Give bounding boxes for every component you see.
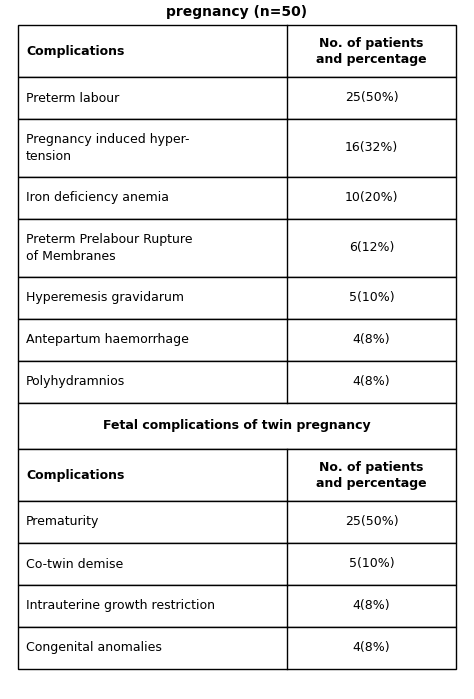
Text: 6(12%): 6(12%) xyxy=(349,241,394,254)
Text: Hyperemesis gravidarum: Hyperemesis gravidarum xyxy=(26,291,184,305)
Text: 10(20%): 10(20%) xyxy=(345,192,399,205)
Bar xyxy=(18,77,456,119)
Text: Co-twin demise: Co-twin demise xyxy=(26,558,123,570)
Bar xyxy=(18,403,456,449)
Bar xyxy=(18,177,456,219)
Text: No. of patients
and percentage: No. of patients and percentage xyxy=(316,461,427,489)
Text: No. of patients
and percentage: No. of patients and percentage xyxy=(316,36,427,66)
Text: 5(10%): 5(10%) xyxy=(349,558,394,570)
Text: Preterm Prelabour Rupture
of Membranes: Preterm Prelabour Rupture of Membranes xyxy=(26,233,192,263)
Text: Polyhydramnios: Polyhydramnios xyxy=(26,375,125,389)
Text: Congenital anomalies: Congenital anomalies xyxy=(26,642,162,654)
Bar xyxy=(18,501,456,543)
Text: 4(8%): 4(8%) xyxy=(353,600,391,612)
Text: Fetal complications of twin pregnancy: Fetal complications of twin pregnancy xyxy=(103,419,371,433)
Bar xyxy=(18,627,456,669)
Text: Intrauterine growth restriction: Intrauterine growth restriction xyxy=(26,600,215,612)
Bar xyxy=(18,219,456,277)
Bar xyxy=(18,543,456,585)
Bar xyxy=(18,449,456,501)
Text: 25(50%): 25(50%) xyxy=(345,92,399,104)
Bar xyxy=(18,277,456,319)
Text: Complications: Complications xyxy=(26,468,124,482)
Bar xyxy=(18,319,456,361)
Text: Complications: Complications xyxy=(26,45,124,57)
Text: 4(8%): 4(8%) xyxy=(353,333,391,347)
Text: 5(10%): 5(10%) xyxy=(349,291,394,305)
Text: pregnancy (n=50): pregnancy (n=50) xyxy=(166,5,308,19)
Bar xyxy=(18,25,456,77)
Text: Prematurity: Prematurity xyxy=(26,515,100,528)
Text: 25(50%): 25(50%) xyxy=(345,515,399,528)
Text: Preterm labour: Preterm labour xyxy=(26,92,119,104)
Text: 16(32%): 16(32%) xyxy=(345,141,398,154)
Text: Pregnancy induced hyper-
tension: Pregnancy induced hyper- tension xyxy=(26,134,190,162)
Bar xyxy=(18,119,456,177)
Text: Antepartum haemorrhage: Antepartum haemorrhage xyxy=(26,333,189,347)
Text: 4(8%): 4(8%) xyxy=(353,642,391,654)
Bar xyxy=(18,361,456,403)
Text: 4(8%): 4(8%) xyxy=(353,375,391,389)
Bar xyxy=(18,585,456,627)
Text: Iron deficiency anemia: Iron deficiency anemia xyxy=(26,192,169,205)
